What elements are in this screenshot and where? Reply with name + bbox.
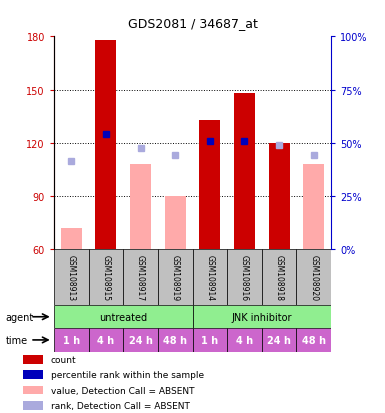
Text: 4 h: 4 h	[97, 335, 114, 345]
Bar	[192, 250, 227, 306]
Bar	[23, 355, 43, 364]
Bar	[95, 41, 116, 250]
Text: 48 h: 48 h	[302, 335, 326, 345]
Text: 24 h: 24 h	[129, 335, 152, 345]
Text: JNK inhibitor: JNK inhibitor	[231, 312, 292, 322]
Text: agent: agent	[6, 312, 34, 322]
Bar	[158, 328, 192, 352]
Bar	[262, 250, 296, 306]
Text: 24 h: 24 h	[267, 335, 291, 345]
Bar	[165, 197, 186, 250]
Bar	[296, 328, 331, 352]
Bar	[262, 328, 296, 352]
Text: 4 h: 4 h	[236, 335, 253, 345]
Text: GSM108918: GSM108918	[275, 255, 284, 301]
Text: GSM108915: GSM108915	[101, 255, 110, 301]
Bar	[192, 306, 331, 328]
Bar	[23, 386, 43, 394]
Text: GSM108916: GSM108916	[240, 255, 249, 301]
Bar	[227, 250, 262, 306]
Bar	[89, 328, 123, 352]
Text: 1 h: 1 h	[201, 335, 218, 345]
Bar	[303, 165, 324, 250]
Text: GSM108920: GSM108920	[309, 255, 318, 301]
Bar	[23, 401, 43, 410]
Text: value, Detection Call = ABSENT: value, Detection Call = ABSENT	[50, 386, 194, 394]
Text: GDS2081 / 34687_at: GDS2081 / 34687_at	[127, 17, 258, 29]
Text: untreated: untreated	[99, 312, 147, 322]
Bar	[89, 250, 123, 306]
Text: 48 h: 48 h	[163, 335, 187, 345]
Text: GSM108914: GSM108914	[205, 255, 214, 301]
Bar	[130, 165, 151, 250]
Bar	[227, 328, 262, 352]
Text: rank, Detection Call = ABSENT: rank, Detection Call = ABSENT	[50, 401, 189, 410]
Bar	[54, 306, 192, 328]
Bar	[123, 250, 158, 306]
Bar	[61, 229, 82, 250]
Text: percentile rank within the sample: percentile rank within the sample	[50, 370, 204, 379]
Text: GSM108913: GSM108913	[67, 255, 76, 301]
Text: time: time	[6, 335, 28, 345]
Bar	[23, 370, 43, 379]
Bar	[158, 250, 192, 306]
Bar	[269, 144, 290, 250]
Bar	[54, 250, 89, 306]
Bar	[199, 121, 220, 250]
Bar	[123, 328, 158, 352]
Bar	[296, 250, 331, 306]
Bar	[54, 328, 89, 352]
Bar	[234, 94, 255, 250]
Bar	[192, 328, 227, 352]
Text: GSM108917: GSM108917	[136, 255, 145, 301]
Text: 1 h: 1 h	[63, 335, 80, 345]
Text: count: count	[50, 355, 76, 364]
Text: GSM108919: GSM108919	[171, 255, 180, 301]
